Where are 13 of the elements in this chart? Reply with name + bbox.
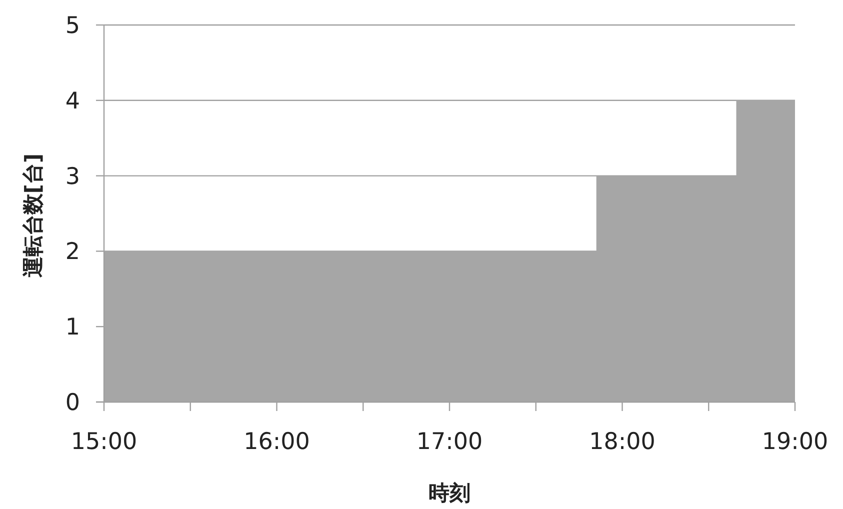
x-tick-label: 19:00 <box>762 429 828 455</box>
x-axis-title: 時刻 <box>428 481 470 505</box>
y-tick-label: 0 <box>65 390 80 416</box>
y-tick-label: 3 <box>65 164 80 190</box>
y-axis-title: 運転台数[台] <box>21 153 45 278</box>
x-tick-label: 18:00 <box>589 429 656 455</box>
y-tick-label: 1 <box>65 314 80 341</box>
y-tick-label: 5 <box>65 13 80 39</box>
x-tick-label: 15:00 <box>70 429 138 455</box>
y-tick-label: 4 <box>65 88 80 114</box>
x-tick-label: 16:00 <box>244 429 310 455</box>
x-tick-label: 17:00 <box>416 429 483 455</box>
y-tick-label: 2 <box>65 239 80 266</box>
